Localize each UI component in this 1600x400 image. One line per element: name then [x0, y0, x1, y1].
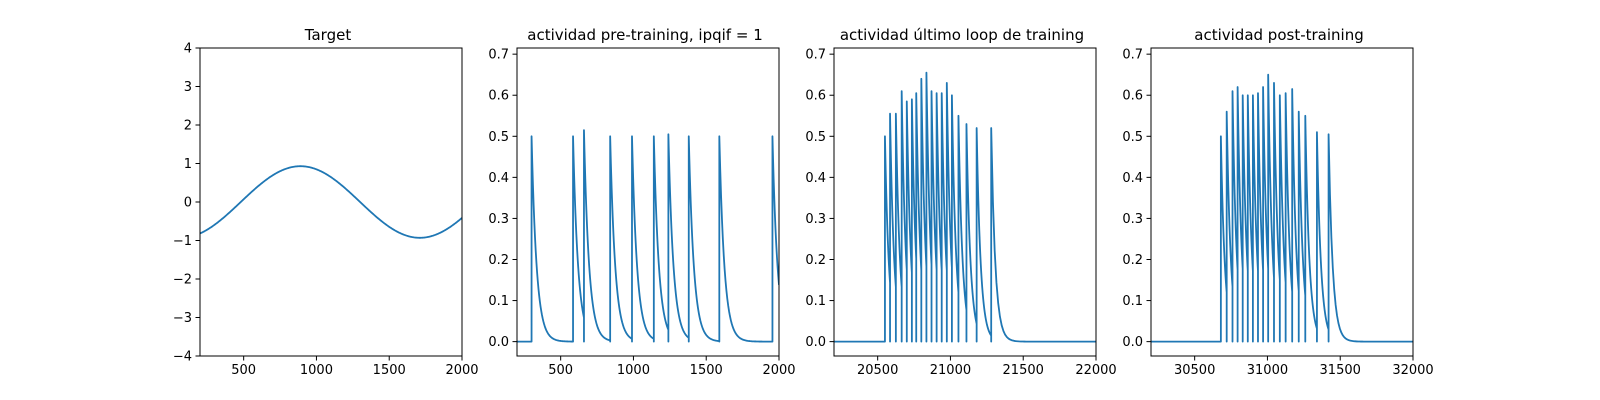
x-tick-label: 21000	[930, 363, 971, 378]
y-tick-label: 0.2	[488, 253, 509, 268]
panel-post-training: actividad post-training 30500 31000 31500 3…	[1122, 26, 1433, 378]
x-tick-label: 500	[548, 363, 573, 378]
axes-frame	[1150, 47, 1414, 357]
x-tick-label: 1000	[617, 363, 650, 378]
x-tick-label: 30500	[1174, 363, 1215, 378]
series-line	[834, 71, 1096, 343]
x-tick-label: 1500	[690, 363, 723, 378]
y-tick-label: 0.3	[1122, 212, 1143, 227]
x-tick-label: 21500	[1003, 363, 1044, 378]
x-tick-label: 2000	[445, 363, 478, 378]
panel-title: Target	[304, 26, 352, 44]
x-tick-label: 500	[231, 363, 256, 378]
y-tick-label: 0.6	[488, 89, 509, 104]
x-tick-label: 22000	[1075, 363, 1116, 378]
y-tick-label: 0.2	[1122, 253, 1143, 268]
y-tick-label: −1	[173, 234, 192, 249]
y-tick-label: 3	[184, 80, 192, 95]
axes-frame	[516, 47, 780, 357]
y-tick-label: 0.4	[805, 171, 826, 186]
y-tick-label: 0.1	[488, 294, 509, 309]
y-tick-label: 0.6	[805, 89, 826, 104]
axes-frame	[833, 47, 1097, 357]
y-tick-label: 1	[184, 157, 192, 172]
series-line	[200, 165, 462, 239]
x-tick-label: 20500	[857, 363, 898, 378]
y-tick-label: 0.7	[488, 48, 509, 63]
y-tick-label: −2	[173, 273, 192, 288]
panel-pre-training: actividad pre-training, ipqif = 1 500 100…	[488, 26, 795, 378]
x-tick-label: 1000	[300, 363, 333, 378]
y-tick-label: 0.5	[488, 130, 509, 145]
y-tick-label: 0	[184, 196, 192, 211]
y-tick-label: 0.4	[1122, 171, 1143, 186]
y-tick-label: 0.2	[805, 253, 826, 268]
series-line	[1151, 73, 1413, 343]
panel-target: Target 500 1000 1500 2000 −4 −3 −2 −1 0 1 2 3 4	[173, 26, 479, 378]
y-tick-label: 0.5	[805, 130, 826, 145]
series-line	[517, 129, 779, 343]
y-tick-label: 0.3	[488, 212, 509, 227]
y-tick-label: 0.5	[1122, 130, 1143, 145]
y-tick-label: −4	[173, 350, 192, 365]
x-tick-label: 2000	[762, 363, 795, 378]
y-tick-label: 0.7	[1122, 48, 1143, 63]
y-tick-label: 4	[184, 42, 192, 57]
y-tick-label: 2	[184, 119, 192, 134]
x-tick-label: 32000	[1392, 363, 1433, 378]
y-tick-label: 0.7	[805, 48, 826, 63]
panel-title: actividad último loop de training	[840, 26, 1084, 44]
y-tick-label: 0.0	[488, 335, 509, 350]
y-tick-label: 0.1	[1122, 294, 1143, 309]
x-tick-label: 31500	[1320, 363, 1361, 378]
x-tick-label: 31000	[1247, 363, 1288, 378]
y-tick-label: 0.0	[1122, 335, 1143, 350]
y-tick-label: −3	[173, 311, 192, 326]
y-tick-label: 0.6	[1122, 89, 1143, 104]
panel-last-training-loop: actividad último loop de training 20500 2…	[805, 26, 1116, 378]
y-tick-label: 0.3	[805, 212, 826, 227]
x-tick-label: 1500	[373, 363, 406, 378]
y-tick-label: 0.1	[805, 294, 826, 309]
panel-title: actividad pre-training, ipqif = 1	[527, 26, 763, 44]
y-tick-label: 0.4	[488, 171, 509, 186]
panel-title: actividad post-training	[1194, 26, 1363, 44]
y-tick-label: 0.0	[805, 335, 826, 350]
